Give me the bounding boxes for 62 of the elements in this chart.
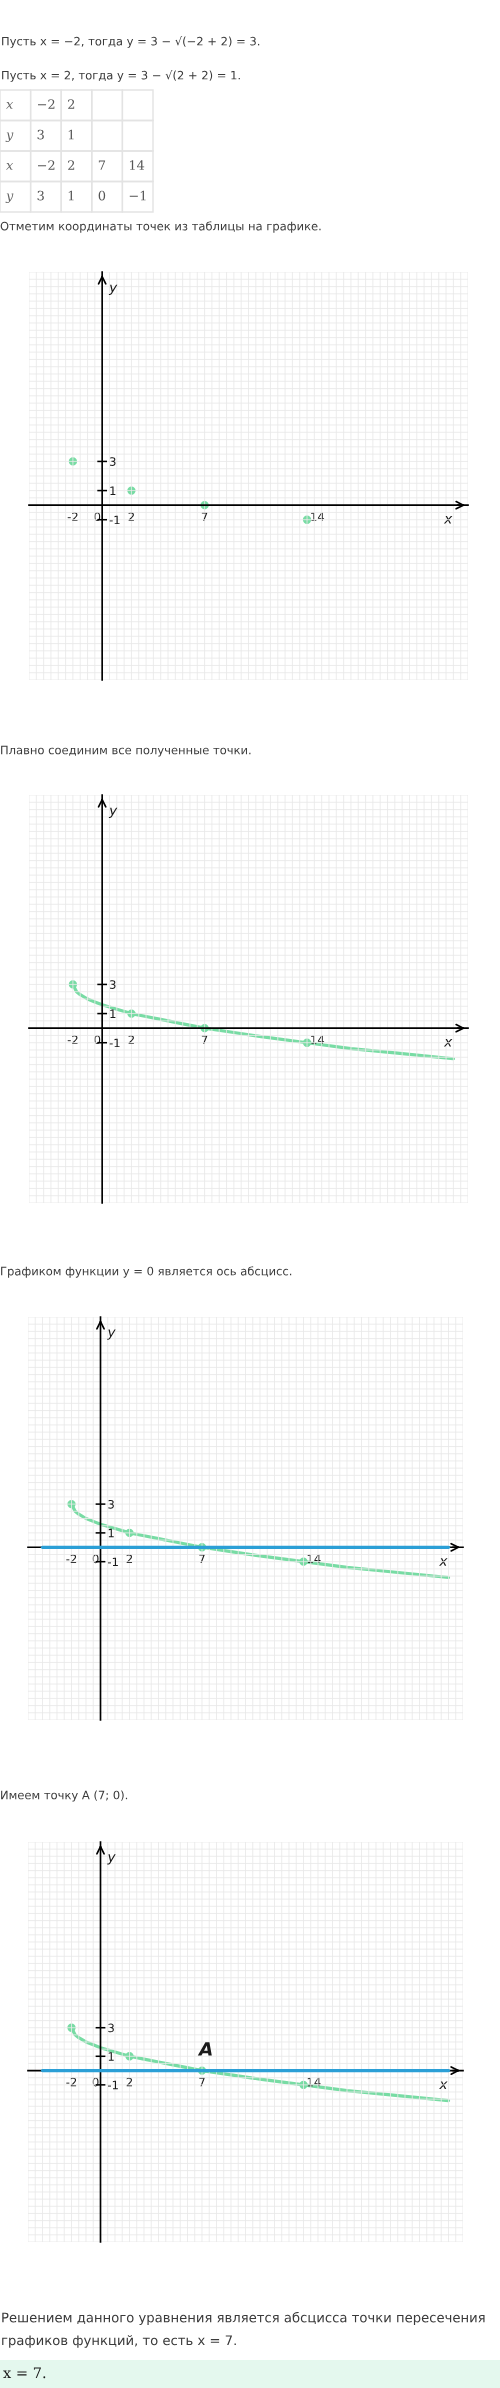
text: 7: [98, 160, 106, 170]
x-tick-label: -2: [67, 1035, 78, 1044]
x-axis-title: x: [443, 1039, 453, 1047]
chart-title: Графиком функции y = 0 является ось абсцисс.: [1, 1266, 292, 1278]
x-axis-title: x: [439, 1558, 448, 1566]
chart-title: Плавно соединим все полученные точки.: [1, 745, 251, 757]
text: Пусть x = 2, тогда y = 3 − √(2 + 2) = 1.: [2, 70, 240, 82]
y-axis-title: y: [107, 1854, 116, 1865]
text: −2: [37, 99, 55, 109]
y-axis-title: y: [108, 807, 118, 818]
text: 3: [37, 190, 44, 201]
y-tick-label: 3: [108, 2023, 114, 2033]
x-tick-label: 2: [126, 1554, 133, 1563]
y-axis-title: y: [108, 284, 118, 295]
y-tick-label: -1: [108, 2080, 118, 2090]
text: −2: [37, 160, 55, 170]
chart-title: Отметим координаты точек из таблицы на графике.: [0, 221, 321, 233]
x-tick-label: 7: [201, 1035, 208, 1044]
x-tick-label: -2: [66, 1554, 77, 1563]
y-tick-label: -1: [109, 515, 120, 525]
x-tick-label: 2: [126, 2077, 133, 2087]
x-tick-label: -2: [66, 2077, 77, 2087]
text: 1: [68, 129, 74, 140]
x-tick-label: 14: [311, 512, 325, 521]
text: x: [6, 163, 14, 170]
y-tick-label: 1: [110, 1009, 116, 1018]
text: 1: [68, 190, 74, 201]
y-tick-label: 1: [110, 486, 116, 495]
x-tick-label: -2: [67, 512, 78, 521]
y-tick-label: 3: [109, 457, 116, 466]
text: −1: [129, 190, 146, 201]
x-tick-label: 2: [128, 512, 134, 521]
annotation: A: [197, 2042, 212, 2056]
text: Пусть x = −2, тогда y = 3 − √(−2 + 2) = 3.: [2, 36, 260, 48]
y-tick-label: -1: [108, 1557, 118, 1567]
text: 2: [68, 99, 75, 109]
text: y: [5, 193, 14, 203]
text: x: [6, 102, 14, 109]
text: x = 7.: [3, 2367, 46, 2379]
y-tick-label: 3: [109, 980, 116, 989]
text: 14: [129, 160, 145, 170]
x-tick-label: 2: [128, 1035, 134, 1044]
x-tick-label: 0: [92, 2077, 99, 2087]
x-tick-label: 7: [201, 512, 208, 521]
y-tick-label: 3: [108, 1499, 114, 1509]
x-axis-title: x: [443, 516, 453, 524]
text: Решением данного уравнения является абсцисса точки пересечения графиков функций, то есть x = 7.: [2, 2312, 485, 2348]
y-tick-label: 1: [108, 1528, 114, 1538]
text: y: [5, 132, 14, 142]
chart-title: Имеем точку A (7; 0).: [1, 1790, 128, 1802]
x-tick-label: 14: [307, 2077, 321, 2087]
x-tick-label: 14: [311, 1035, 325, 1044]
y-tick-label: -1: [109, 1038, 120, 1048]
x-tick-label: 7: [199, 2077, 205, 2087]
x-tick-label: 14: [307, 1554, 321, 1563]
text: 3: [37, 129, 44, 140]
x-axis-title: x: [439, 2081, 448, 2089]
y-tick-label: 1: [108, 2052, 114, 2061]
x-tick-label: 7: [199, 1554, 205, 1563]
y-axis-title: y: [107, 1329, 116, 1340]
text: 0: [98, 190, 106, 201]
text: 2: [68, 160, 75, 170]
